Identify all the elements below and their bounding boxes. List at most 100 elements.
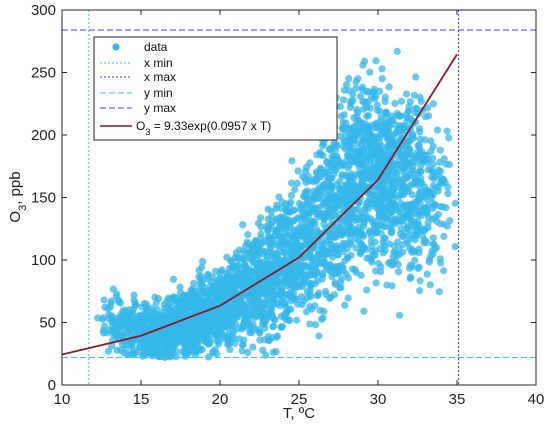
data-point: [408, 201, 416, 209]
data-point: [157, 331, 165, 339]
data-point: [424, 203, 432, 211]
data-point: [94, 314, 102, 322]
data-point: [272, 333, 281, 341]
data-point: [159, 309, 168, 317]
data-point: [412, 73, 420, 81]
data-point: [276, 244, 284, 252]
data-point: [273, 201, 281, 209]
data-point: [232, 249, 240, 257]
data-point: [212, 267, 220, 275]
data-point: [354, 108, 362, 117]
data-point: [226, 273, 235, 282]
data-point: [107, 297, 115, 305]
data-point: [315, 190, 324, 199]
data-point: [429, 100, 437, 108]
data-point: [360, 219, 368, 227]
data-point: [352, 268, 360, 277]
data-point: [343, 152, 352, 160]
data-point: [338, 162, 346, 170]
data-point: [262, 286, 270, 294]
data-point: [404, 209, 412, 217]
data-point: [278, 289, 287, 297]
data-point: [275, 193, 283, 201]
data-point: [388, 183, 396, 192]
data-point: [334, 269, 342, 277]
data-point: [196, 304, 205, 312]
data-point: [313, 151, 321, 159]
data-point: [451, 199, 459, 207]
reference-lines: [62, 10, 536, 385]
data-point: [397, 112, 405, 120]
data-point: [167, 337, 175, 345]
data-point: [388, 161, 396, 169]
data-point: [269, 323, 277, 331]
data-point: [280, 249, 288, 257]
data-point: [235, 324, 243, 332]
data-point: [393, 47, 401, 56]
legend-y-max-label: y max: [144, 101, 176, 115]
data-point: [312, 168, 320, 176]
data-point: [321, 168, 329, 176]
data-point: [160, 337, 168, 345]
data-point: [408, 248, 416, 256]
data-point: [254, 219, 263, 227]
data-point: [307, 266, 315, 274]
data-point: [370, 197, 379, 205]
data-point: [161, 350, 169, 358]
data-point: [315, 332, 323, 340]
data-point: [417, 168, 425, 176]
data-point: [328, 182, 336, 191]
x-tick-label: 35: [449, 391, 466, 408]
data-point: [391, 248, 399, 256]
data-point: [335, 262, 343, 270]
data-point: [378, 74, 386, 83]
data-point: [423, 104, 432, 112]
data-point: [208, 273, 217, 281]
data-point: [295, 282, 303, 291]
data-point: [197, 272, 205, 280]
data-point: [198, 263, 206, 271]
data-point: [294, 167, 302, 175]
y-axis-ticks: 0 50 100 150 200 250 300: [31, 2, 536, 394]
data-point: [125, 306, 133, 314]
legend-y-min-label: y min: [144, 86, 173, 100]
data-point: [199, 331, 207, 340]
data-point: [264, 292, 272, 300]
data-point: [213, 291, 221, 299]
data-point: [133, 328, 141, 336]
data-point: [302, 201, 310, 209]
data-point: [362, 149, 370, 157]
data-point: [415, 177, 423, 185]
data-point: [380, 222, 389, 230]
data-point: [437, 259, 445, 267]
data-point: [438, 179, 446, 188]
data-point: [381, 191, 389, 199]
data-point: [372, 267, 380, 275]
data-point: [391, 99, 399, 108]
data-point: [290, 206, 298, 214]
data-point: [293, 316, 301, 324]
data-point: [252, 296, 260, 304]
data-point: [429, 181, 437, 190]
data-point: [269, 348, 277, 356]
data-point: [363, 214, 371, 222]
data-point: [266, 303, 274, 312]
data-point: [404, 113, 412, 122]
data-point: [415, 143, 424, 152]
x-tick-label: 40: [528, 391, 545, 408]
data-point: [243, 283, 251, 292]
data-point: [389, 139, 397, 147]
data-point: [220, 275, 228, 284]
data-point: [403, 146, 411, 154]
x-tick-label: 15: [133, 391, 150, 408]
data-point: [376, 107, 384, 115]
data-point: [115, 296, 123, 305]
data-point: [196, 279, 205, 287]
data-point: [321, 239, 329, 248]
data-point: [413, 231, 421, 239]
data-point: [330, 232, 338, 241]
data-point: [228, 263, 237, 271]
data-point: [154, 347, 162, 355]
data-point: [443, 127, 451, 135]
data-point: [390, 130, 398, 139]
